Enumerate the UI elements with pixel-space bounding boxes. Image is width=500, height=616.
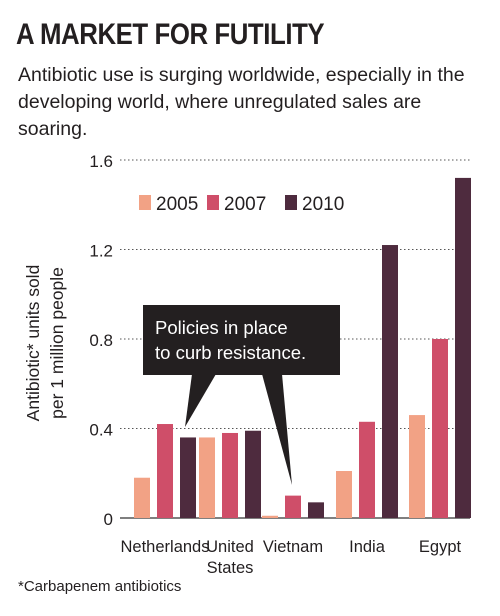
bar-2010: [180, 437, 196, 518]
bar-2005: [409, 415, 425, 518]
x-tick-label-line: Egypt: [419, 538, 462, 556]
bar-2007: [157, 424, 173, 518]
y-tick-label: 1.2: [89, 242, 113, 261]
callout-box: [143, 305, 340, 375]
y-axis-label-line: Antibiotic* units sold: [23, 265, 43, 422]
legend-swatch-2005: [139, 195, 151, 210]
bar-2010: [308, 502, 324, 518]
x-tick-label: India: [349, 538, 386, 556]
x-tick-label: Vietnam: [263, 538, 323, 556]
legend-label-2007: 2007: [224, 194, 266, 215]
y-axis: 0 0.4 0.8 1.2 1.6 Antibiotic* units sold per 1…: [23, 152, 113, 529]
callout-pointer: [185, 374, 216, 427]
bar-2005: [262, 515, 278, 518]
chart-subtitle: Antibiotic use is surging worldwide, esp…: [18, 64, 465, 140]
y-tick-label: 0.8: [89, 331, 113, 350]
chart-title: A MARKET FOR FUTILITY: [16, 18, 325, 51]
x-tick-label: United States: [206, 538, 254, 577]
footnote: *Carbapenem antibiotics: [18, 578, 182, 595]
bars: [134, 177, 471, 518]
annotation-callout: Policies in place to curb resistance.: [143, 305, 340, 485]
bar-2010: [245, 430, 261, 518]
legend-swatch-2010: [285, 195, 297, 210]
legend-label-2010: 2010: [302, 194, 344, 215]
bar-2007: [222, 432, 238, 518]
bar-2005: [134, 477, 150, 518]
x-tick-label-line: States: [207, 559, 254, 577]
bar-2010: [382, 245, 398, 518]
bar-2007: [359, 421, 375, 518]
legend-label-2005: 2005: [156, 194, 198, 215]
x-tick-label-line: Vietnam: [263, 538, 323, 556]
x-tick-label-line: India: [349, 538, 386, 556]
y-tick-label: 0: [104, 510, 113, 529]
y-tick-label: 0.4: [89, 421, 113, 440]
legend-swatch-2007: [207, 195, 219, 210]
legend: 2005 2007 2010: [139, 194, 344, 215]
x-tick-label: Egypt: [419, 538, 462, 556]
y-tick-label: 1.6: [89, 152, 113, 171]
y-axis-label-line: per 1 million people: [47, 267, 67, 419]
x-tick-label-line: United: [206, 538, 254, 556]
callout-text-line: Policies in place: [155, 317, 288, 338]
x-tick-label-line: Netherlands: [121, 538, 210, 556]
bar-2010: [455, 177, 471, 518]
y-axis-label: Antibiotic* units sold per 1 million peop…: [23, 265, 67, 422]
bar-2007: [285, 495, 301, 518]
callout-text-line: to curb resistance.: [155, 342, 306, 363]
bar-2005: [336, 471, 352, 518]
callout-pointer: [262, 374, 292, 485]
bar-2007: [432, 339, 448, 518]
x-tick-label: Netherlands: [121, 538, 210, 556]
bar-2005: [199, 437, 215, 518]
